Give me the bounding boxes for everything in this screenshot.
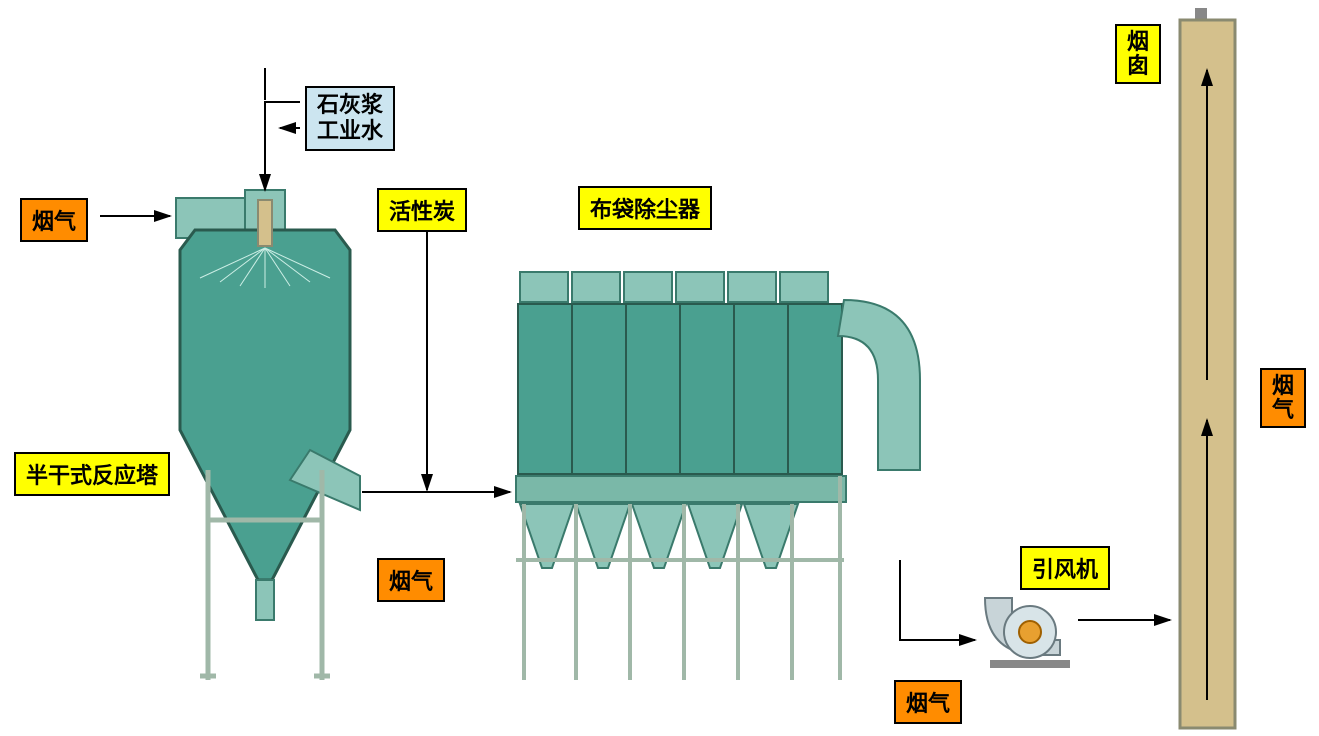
stack-equipment (1180, 8, 1235, 728)
lime-feed-lines (265, 68, 300, 190)
label-flue-gas-mid: 烟气 (377, 558, 445, 602)
duct-baghouse-to-fan (900, 560, 975, 640)
label-bag-filter: 布袋除尘器 (578, 186, 712, 230)
fan-equipment (985, 598, 1070, 668)
label-fan: 引风机 (1020, 546, 1110, 590)
label-flue-gas-in: 烟气 (20, 198, 88, 242)
bag-filter-equipment (516, 272, 920, 680)
label-lime-water: 石灰浆 工业水 (305, 86, 395, 151)
label-active-carbon: 活性炭 (377, 188, 467, 232)
label-flue-gas-stack: 烟气 (1260, 368, 1306, 428)
label-reactor: 半干式反应塔 (14, 452, 170, 496)
label-flue-gas-fan: 烟气 (894, 680, 962, 724)
label-stack: 烟囱 (1115, 24, 1161, 84)
process-diagram (0, 0, 1319, 736)
reactor-equipment (176, 190, 360, 680)
